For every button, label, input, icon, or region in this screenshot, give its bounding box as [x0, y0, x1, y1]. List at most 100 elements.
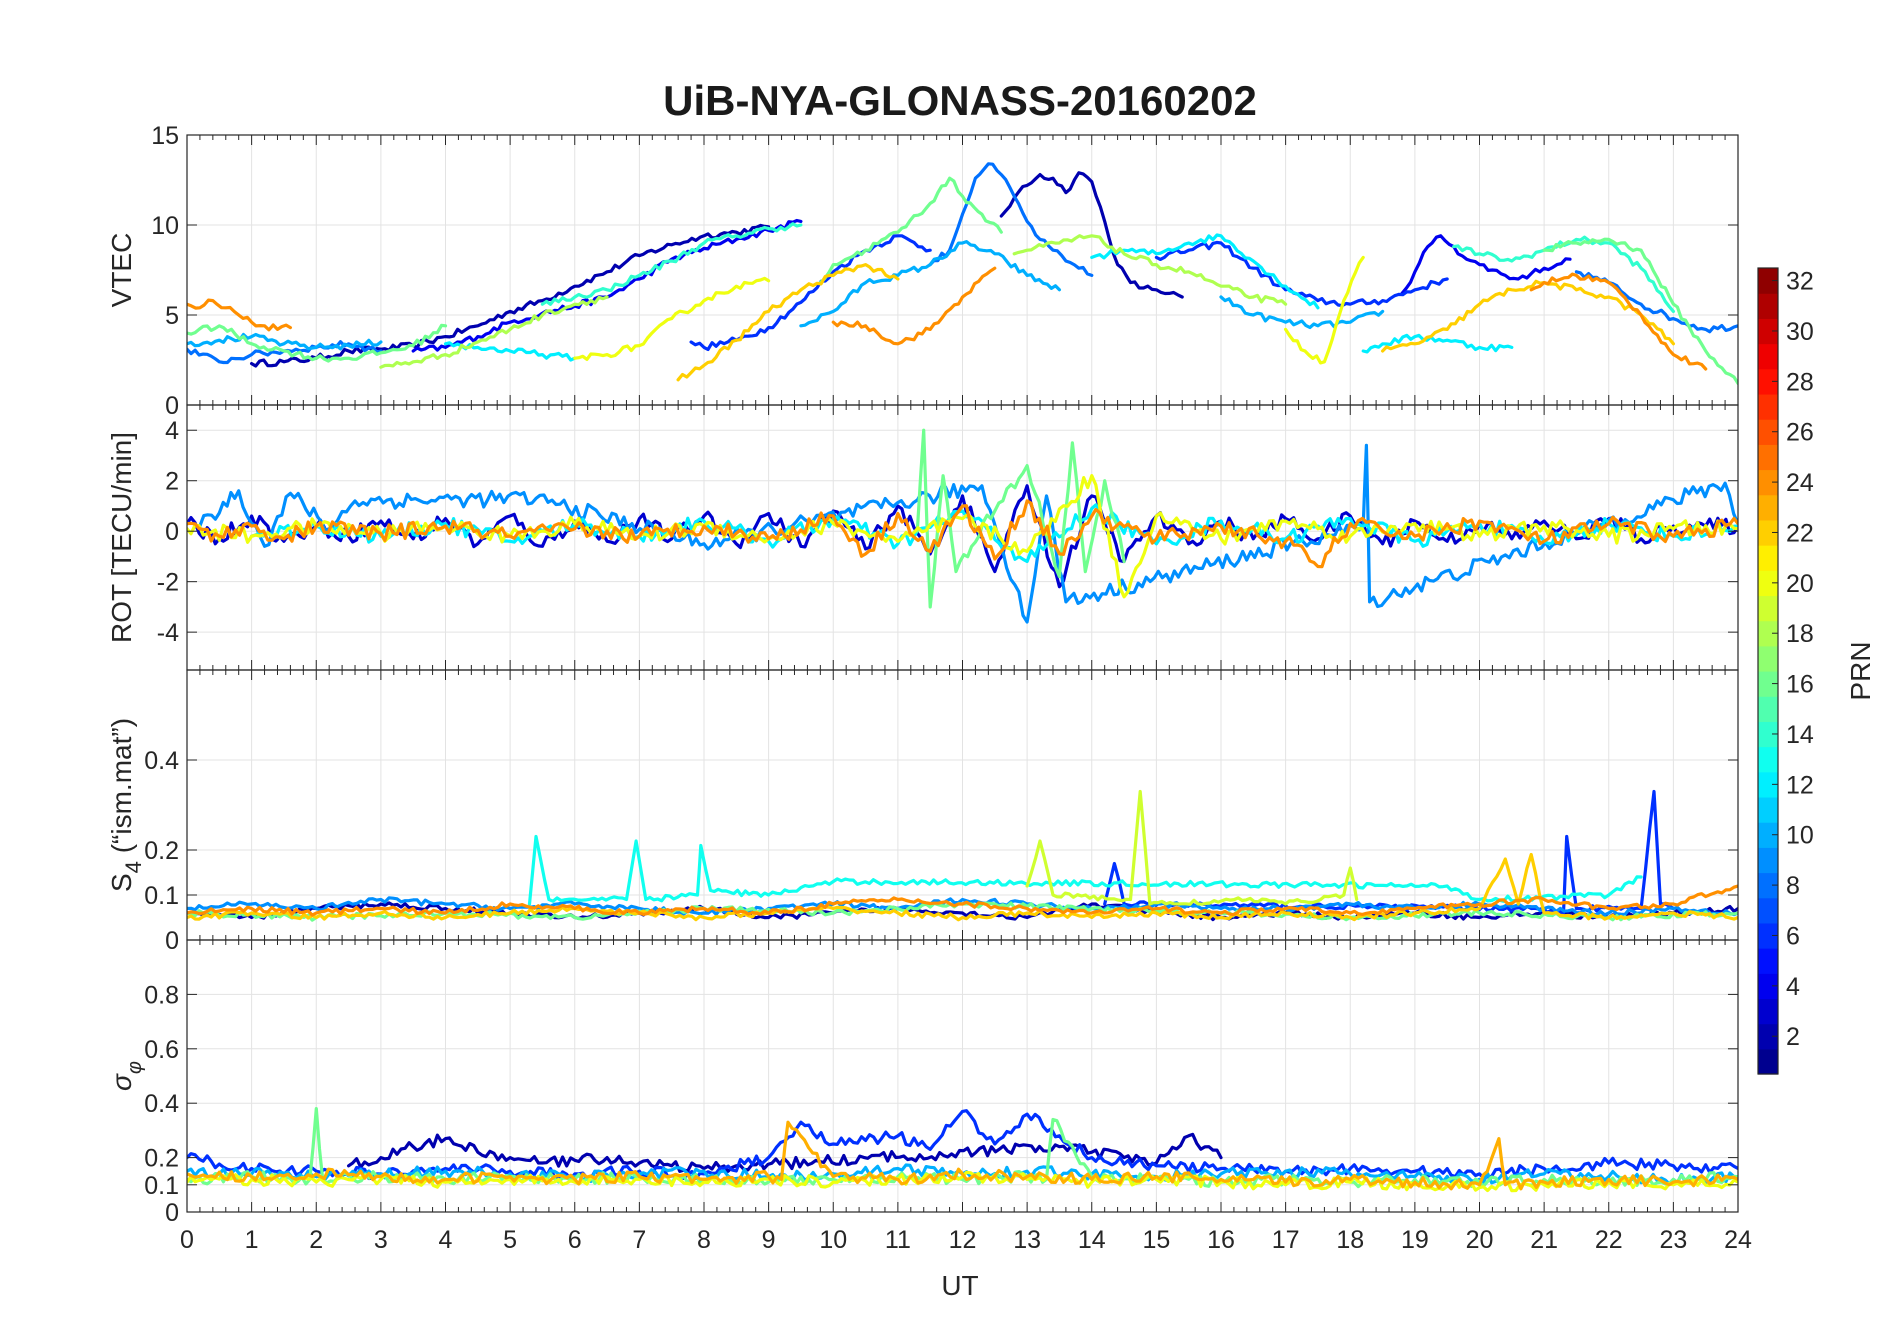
- series-prn-24: [187, 499, 1738, 569]
- series-prn-2: [347, 1132, 1223, 1173]
- x-tick-label: 15: [1142, 1226, 1170, 1254]
- colorbar-segment: [1758, 897, 1778, 924]
- colorbar-tick-label: 20: [1786, 570, 1814, 598]
- series-prn-8: [928, 162, 1094, 277]
- y-tick-label: 0: [165, 1199, 179, 1227]
- colorbar-segment: [1758, 948, 1778, 974]
- x-tick-label: 5: [503, 1226, 517, 1254]
- x-tick-label: 1: [245, 1226, 259, 1254]
- colorbar-tick-label: 22: [1786, 519, 1814, 547]
- series-prn-6: [689, 234, 932, 352]
- series-prn-13: [527, 834, 1643, 906]
- series-prn-24: [187, 884, 1738, 917]
- chart-title: UiB-NYA-GLONASS-20160202: [663, 77, 1257, 124]
- series-prn-20: [1284, 255, 1365, 365]
- x-tick-label: 6: [568, 1226, 582, 1254]
- colorbar-segment: [1758, 545, 1778, 571]
- y-tick-label: 10: [151, 212, 179, 240]
- series-prn-4: [1400, 234, 1572, 295]
- series-prn-2: [999, 171, 1184, 299]
- panel-1: 0 5 10 15 VTEC: [106, 122, 1739, 420]
- x-tick-label: 10: [819, 1226, 847, 1254]
- colorbar-segment: [1758, 922, 1778, 949]
- x-tick-label: 22: [1595, 1226, 1623, 1254]
- y-tick-label: 0.1: [144, 882, 179, 910]
- x-tick-label: 2: [309, 1226, 323, 1254]
- series-prn-16: [187, 323, 448, 363]
- colorbar-tick-label: 2: [1786, 1023, 1800, 1051]
- colorbar-segment: [1758, 746, 1778, 773]
- colorbar-tick-label: 24: [1786, 469, 1814, 497]
- x-tick-label: 0: [180, 1226, 194, 1254]
- series-prn-14: [540, 222, 803, 306]
- colorbar-tick-label: 14: [1786, 721, 1814, 749]
- y-tick-label: 15: [151, 122, 179, 150]
- series-prn-16: [818, 176, 1003, 285]
- colorbar-segment: [1758, 998, 1778, 1025]
- colorbar-label: PRN: [1845, 641, 1876, 700]
- x-tick-label: 19: [1401, 1226, 1429, 1254]
- colorbar-segment: [1758, 822, 1778, 848]
- x-tick-label: 9: [762, 1226, 776, 1254]
- colorbar-tick-label: 4: [1786, 973, 1800, 1001]
- y-tick-label: 0: [165, 392, 179, 420]
- colorbar-segment: [1758, 671, 1778, 697]
- series-prn-19: [1025, 789, 1359, 906]
- colorbar-tick-label: 16: [1786, 671, 1814, 699]
- series-prn-6: [187, 1109, 1738, 1181]
- y-tick-label: 4: [165, 417, 179, 445]
- y-tick-label: 0.2: [144, 837, 179, 865]
- colorbar-segment: [1758, 444, 1778, 471]
- series-group: [187, 1107, 1738, 1193]
- y-tick-label: 0.4: [144, 747, 179, 775]
- colorbar-tick-label: 26: [1786, 419, 1814, 447]
- series-prn-9: [198, 443, 1738, 624]
- colorbar-tick-label: 10: [1786, 822, 1814, 850]
- x-tick-label: 24: [1724, 1226, 1752, 1254]
- y-axis-label: VTEC: [106, 233, 137, 308]
- colorbar-tick-label: 18: [1786, 620, 1814, 648]
- colorbar-segment: [1758, 469, 1778, 496]
- series-prn-18: [1012, 234, 1288, 306]
- colorbar-segment: [1758, 645, 1778, 672]
- x-tick-label: 20: [1466, 1226, 1494, 1254]
- colorbar-segment: [1758, 519, 1778, 546]
- colorbar-tick-label: 6: [1786, 922, 1800, 950]
- colorbar-segment: [1758, 1023, 1778, 1050]
- colorbar-segment: [1758, 796, 1778, 823]
- colorbar-segment: [1758, 318, 1778, 345]
- series-prn-22: [1381, 279, 1675, 353]
- series-group: [187, 428, 1738, 624]
- y-tick-label: 0: [165, 518, 179, 546]
- series-prn-16: [1542, 237, 1738, 385]
- colorbar-segment: [1758, 570, 1778, 597]
- colorbar-segment: [1758, 771, 1778, 798]
- y-axis-label: ROT [TECU/min]: [106, 432, 137, 643]
- x-tick-label: 14: [1078, 1226, 1106, 1254]
- y-axis-label: S4 (“ism.mat”): [106, 718, 146, 892]
- x-tick-label: 4: [439, 1226, 453, 1254]
- x-axis-label: UT: [941, 1270, 978, 1301]
- series-prn-24: [831, 266, 997, 346]
- series-prn-10: [799, 240, 1061, 328]
- colorbar-tick-label: 28: [1786, 368, 1814, 396]
- series-group: [187, 789, 1738, 922]
- y-tick-label: -4: [157, 619, 179, 647]
- x-tick-label: 16: [1207, 1226, 1235, 1254]
- series-prn-23: [187, 1120, 1738, 1191]
- x-tick-label: 21: [1530, 1226, 1558, 1254]
- series-prn-16: [915, 428, 1126, 609]
- x-tick-label: 13: [1013, 1226, 1041, 1254]
- colorbar-segment: [1758, 872, 1778, 899]
- x-tick-label: 3: [374, 1226, 388, 1254]
- colorbar-segment: [1758, 721, 1778, 748]
- series-prn-10: [187, 332, 383, 351]
- colorbar-segment: [1758, 595, 1778, 622]
- y-tick-label: 5: [165, 302, 179, 330]
- colorbar-segment: [1758, 368, 1778, 395]
- panel-2: -4 -2 0 2 4 ROT [TECU/min]: [106, 404, 1739, 671]
- colorbar-segment: [1758, 393, 1778, 420]
